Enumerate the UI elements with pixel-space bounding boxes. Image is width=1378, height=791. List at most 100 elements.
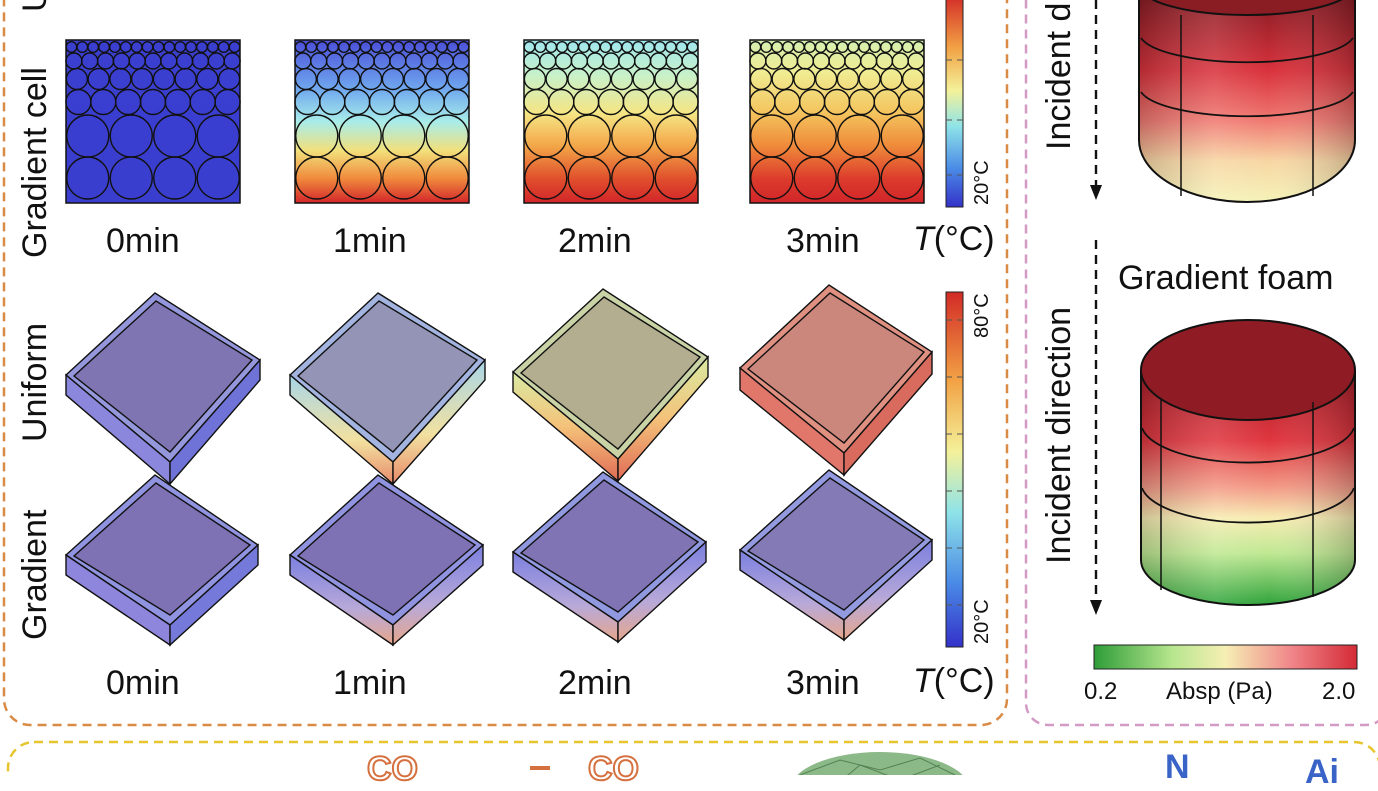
foam-cell-circle [457, 41, 470, 54]
absorption-min: 0.2 [1084, 678, 1118, 705]
incident-label-top: Incident d [1040, 2, 1078, 150]
temp-axis-label-top: T(°C) [913, 222, 995, 256]
bottom-dash [530, 766, 550, 770]
slab-uniform-3min [738, 284, 934, 477]
temp-colorbar-top [945, 0, 964, 208]
foam-cell-circle [771, 67, 794, 91]
foam-cell-circle [880, 156, 924, 200]
time-label-bottom-3: 3min [786, 664, 860, 702]
foam-cell-circle [611, 156, 655, 200]
figure-canvas [2, 0, 1378, 775]
foam-cell-circle [109, 156, 153, 200]
foam-cell-circle [425, 67, 448, 91]
foam-cell-circle [87, 67, 110, 91]
time-label-bottom-2: 2min [558, 664, 632, 702]
row-label-uniform: Uniform [16, 322, 54, 442]
foam-cell-circle [196, 156, 240, 200]
temp-symbol-bottom: T [913, 662, 934, 700]
slab-uniform-2min [511, 288, 710, 483]
foam-cell-circle [837, 156, 881, 200]
time-label-top-2: 2min [558, 222, 632, 260]
bottom-panel-frame [6, 740, 1378, 775]
foam-cell-circle [153, 156, 197, 200]
foam-cell-circle [130, 67, 154, 91]
foam-cell-circle [382, 156, 426, 200]
time-label-top-1: 1min [333, 222, 407, 260]
slab-gradient-0min [64, 474, 260, 647]
foam-cell-circle [524, 156, 568, 200]
gradient-foam-cylinder [1140, 319, 1356, 606]
temp-axis-label-bottom: T(°C) [913, 664, 995, 698]
foam-cell-circle [403, 67, 426, 91]
slab-gradient-1min [288, 474, 485, 647]
foam-cell-circle [880, 67, 903, 91]
foam-cell-circle [425, 156, 469, 200]
row-label-gradient-cell: Gradient cell [16, 67, 54, 258]
row-label-uniform-cut: U [16, 0, 54, 12]
foam-cell-circle [295, 156, 339, 200]
foam-cell-circle [174, 67, 197, 91]
foam-cell-circle [196, 67, 219, 91]
bottom-label-air: Ai [1305, 753, 1339, 791]
foam-cell-circle [338, 156, 382, 200]
slab-gradient-3min [738, 469, 934, 642]
time-label-top-0: 0min [106, 222, 180, 260]
time-label-bottom-0: 0min [106, 664, 180, 702]
foam-cell-circle [152, 67, 176, 91]
time-label-top-3: 3min [786, 222, 860, 260]
row-label-gradient: Gradient [16, 509, 54, 640]
foam-cell-circle [443, 88, 470, 116]
bottom-sphere [797, 752, 963, 775]
temp-colorbar-bottom [945, 291, 964, 648]
foam-cell-circle [567, 67, 590, 91]
foam-cell-circle [793, 156, 837, 200]
uniform-foam-cylinder [1138, 0, 1356, 203]
foam-cell-circle [912, 41, 925, 54]
slab-uniform-0min [64, 292, 262, 486]
slab-uniform-1min [288, 292, 487, 486]
foam-cell-circle [316, 67, 339, 91]
absorption-colorbar [1093, 644, 1358, 670]
bottom-label-co-1: CO [366, 750, 419, 788]
foam-cell-circle [381, 67, 405, 91]
left-panel-frame [2, 0, 1009, 727]
colorbar-top-min-tick: 20°C [971, 160, 993, 205]
bottom-label-co-2: CO [587, 750, 640, 788]
colorbar-bottom-min-tick: 20°C [971, 599, 993, 644]
foam-cell-circle [654, 67, 677, 91]
foam-cell-circle [228, 41, 241, 54]
cell-block-2min [523, 39, 699, 204]
colorbar-bottom-max-tick: 80°C [971, 293, 993, 338]
foam-cell-circle [672, 88, 699, 116]
gradient-foam-title: Gradient foam [1118, 259, 1334, 297]
right-panel-frame [1024, 0, 1378, 727]
foam-cell-circle [814, 67, 838, 91]
foam-cell-circle [750, 156, 794, 200]
foam-cell-circle [686, 41, 699, 54]
temp-symbol-top: T [913, 220, 934, 258]
foam-cell-circle [610, 67, 634, 91]
arrow-head-bottom [1090, 600, 1102, 615]
slab-gradient-2min [511, 471, 708, 644]
foam-cell-circle [836, 67, 860, 91]
foam-cell-circle [109, 67, 132, 91]
arrow-head-top [1090, 185, 1102, 200]
foam-cell-circle [66, 156, 110, 200]
foam-cell-circle [545, 67, 568, 91]
foam-cell-circle [632, 67, 655, 91]
cell-circles [65, 41, 925, 200]
foam-cell-circle [858, 67, 881, 91]
foam-cell-circle [654, 156, 698, 200]
time-label-bottom-1: 1min [333, 664, 407, 702]
foam-cell-circle [898, 88, 925, 116]
foam-cell-circle [359, 67, 383, 91]
cell-block-0min [65, 39, 241, 204]
colorbar-ticks [946, 59, 963, 606]
incident-label-bottom: Incident direction [1040, 306, 1078, 564]
absorption-max: 2.0 [1322, 678, 1356, 705]
foam-cell-circle [567, 156, 611, 200]
foam-cell-circle [793, 67, 816, 91]
temp-unit-top: (°C) [933, 220, 995, 258]
absorption-label: Absp (Pa) [1166, 678, 1273, 705]
foam-cell-circle [214, 88, 241, 116]
